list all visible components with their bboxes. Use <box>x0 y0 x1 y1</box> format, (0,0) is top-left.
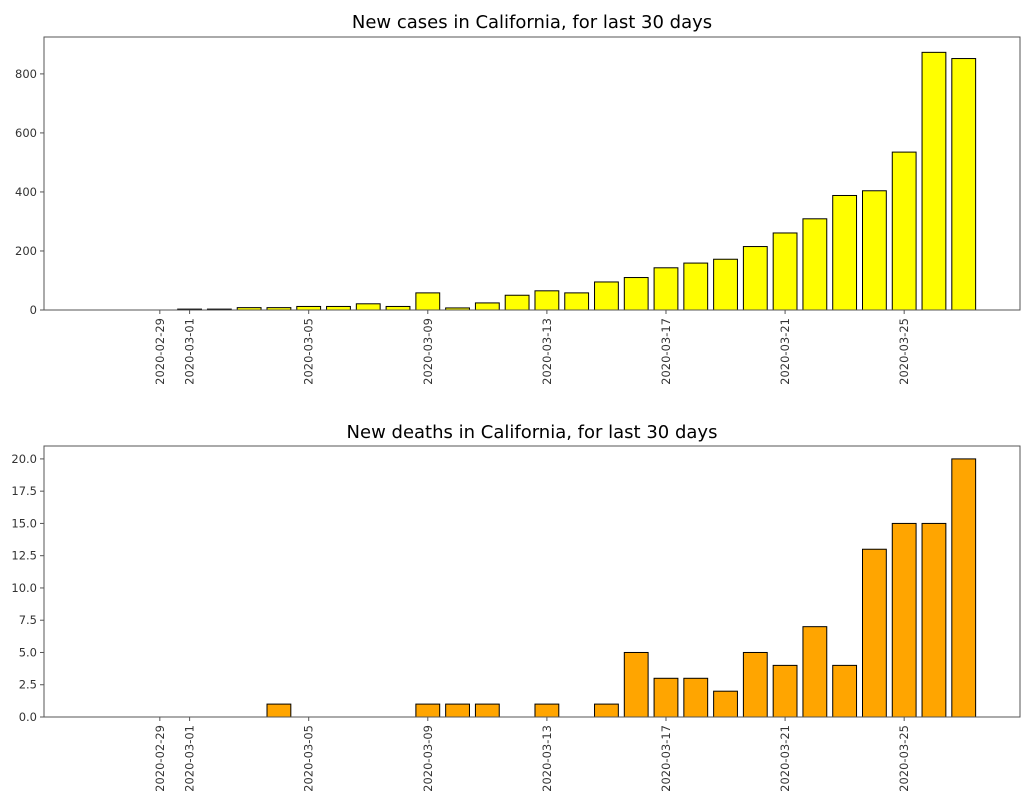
deaths-xtick-label: 2020-03-13 <box>540 725 554 792</box>
cases-ytick-label: 600 <box>15 126 37 140</box>
cases-xtick-label: 2020-03-09 <box>421 318 435 385</box>
deaths-chart-title: New deaths in California, for last 30 da… <box>347 422 718 443</box>
deaths-xtick-label: 2020-03-25 <box>897 725 911 792</box>
cases-bar-2020-03-17 <box>653 267 679 311</box>
cases-ytick-label: 400 <box>15 185 37 199</box>
cases-bar-2020-03-26 <box>921 51 947 311</box>
cases-xtick-label: 2020-02-29 <box>153 318 167 385</box>
deaths-bar-2020-03-16 <box>623 651 649 718</box>
cases-bar-2020-03-12 <box>504 294 530 311</box>
cases-xtick-label: 2020-03-21 <box>778 318 792 385</box>
cases-bar-2020-03-18 <box>683 262 709 311</box>
deaths-ytick-label: 7.5 <box>19 613 37 627</box>
deaths-ytick-label: 0.0 <box>19 710 37 724</box>
deaths-chart: New deaths in California, for last 30 da… <box>11 422 1021 792</box>
cases-bar-2020-03-21 <box>772 232 798 311</box>
deaths-ytick-label: 12.5 <box>11 549 37 563</box>
deaths-bar-2020-03-27 <box>951 458 977 718</box>
cases-ytick-label: 800 <box>15 67 37 81</box>
deaths-ytick-label: 2.5 <box>19 678 37 692</box>
deaths-bar-2020-03-17 <box>653 677 679 718</box>
deaths-xtick-label: 2020-03-09 <box>421 725 435 792</box>
deaths-ytick-label: 15.0 <box>11 516 37 530</box>
cases-xtick-label: 2020-03-05 <box>302 318 316 385</box>
cases-xtick-label: 2020-03-01 <box>183 318 197 385</box>
deaths-bar-2020-03-22 <box>802 626 828 718</box>
deaths-xtick-label: 2020-03-17 <box>659 725 673 792</box>
deaths-axes-frame <box>43 445 1021 718</box>
cases-ytick-label: 0 <box>30 303 37 317</box>
deaths-xtick-label: 2020-03-05 <box>302 725 316 792</box>
deaths-ytick-label: 17.5 <box>11 484 37 498</box>
cases-xtick-label: 2020-03-25 <box>897 318 911 385</box>
deaths-x-axis: 2020-02-29 2020-03-01 2020-03-05 2020-03-09… <box>153 717 911 792</box>
cases-axes-frame <box>43 36 1021 311</box>
deaths-bar-2020-03-24 <box>861 548 887 718</box>
cases-bar-2020-03-25 <box>891 151 917 311</box>
cases-bar-2020-03-15 <box>594 281 619 311</box>
deaths-bar-2020-03-13 <box>534 703 560 718</box>
deaths-ytick-label: 20.0 <box>11 452 37 466</box>
deaths-bar-2020-03-19 <box>713 690 738 718</box>
cases-bar-2020-03-09 <box>415 292 441 311</box>
cases-bar-2020-03-19 <box>713 258 738 311</box>
cases-bar-2020-03-05 <box>296 305 322 311</box>
cases-bar-2020-03-23 <box>832 194 858 311</box>
deaths-bar-2020-03-09 <box>415 703 441 718</box>
cases-chart: New cases in California, for last 30 day… <box>15 12 1021 385</box>
cases-bar-2020-03-06 <box>326 305 351 311</box>
cases-ytick-label: 200 <box>15 244 37 258</box>
cases-bar-2020-03-07 <box>355 303 381 311</box>
cases-bar-2020-03-22 <box>802 218 828 311</box>
cases-xtick-label: 2020-03-13 <box>540 318 554 385</box>
deaths-bar-2020-03-10 <box>445 703 470 718</box>
deaths-bar-2020-03-25 <box>891 522 917 718</box>
cases-y-axis: 0 200 400 600 800 <box>15 67 44 317</box>
deaths-bar-2020-03-23 <box>832 664 858 718</box>
deaths-bar-2020-03-20 <box>742 651 768 718</box>
cases-x-axis: 2020-02-29 2020-03-01 2020-03-05 2020-03-09… <box>153 310 911 385</box>
cases-bar-2020-03-08 <box>385 305 411 311</box>
deaths-xtick-label: 2020-03-21 <box>778 725 792 792</box>
cases-xtick-label: 2020-03-17 <box>659 318 673 385</box>
deaths-bar-2020-03-04 <box>266 703 292 718</box>
cases-chart-title: New cases in California, for last 30 day… <box>352 12 712 33</box>
deaths-bar-2020-03-18 <box>683 677 709 718</box>
deaths-ytick-label: 5.0 <box>19 645 37 659</box>
cases-bar-2020-03-14 <box>564 292 590 311</box>
deaths-xtick-label: 2020-02-29 <box>153 725 167 792</box>
deaths-y-axis: 0.0 2.5 5.0 7.5 10.0 12.5 15.0 17.5 20.0 <box>11 452 44 724</box>
deaths-bar-2020-03-26 <box>921 522 947 718</box>
cases-bar-2020-03-16 <box>623 277 649 311</box>
cases-bar-2020-03-27 <box>951 58 977 311</box>
cases-bar-2020-03-11 <box>474 302 500 311</box>
cases-bar-2020-03-20 <box>742 246 768 311</box>
cases-bar-2020-03-24 <box>861 190 887 311</box>
deaths-bar-2020-03-15 <box>594 703 619 718</box>
deaths-xtick-label: 2020-03-01 <box>183 725 197 792</box>
deaths-bar-2020-03-21 <box>772 664 798 718</box>
deaths-bars <box>266 458 977 718</box>
cases-bars <box>177 51 977 311</box>
deaths-bar-2020-03-11 <box>474 703 500 718</box>
cases-bar-2020-03-13 <box>534 290 560 311</box>
deaths-ytick-label: 10.0 <box>11 581 37 595</box>
